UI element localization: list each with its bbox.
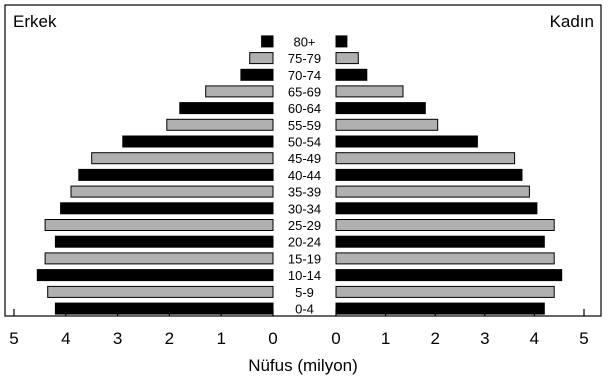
bar-left-10-14: [36, 269, 274, 282]
x-axis-ticks: 5 4 3 2 1 0 0 1 2 3 4 5: [9, 309, 589, 348]
bar-right-80+: [335, 35, 348, 48]
bar-right-70-74: [335, 68, 368, 81]
bar-right-30-34: [335, 202, 538, 215]
bar-left-0-4: [54, 302, 274, 315]
age-group-label: 40-44: [288, 168, 321, 183]
bar-left-40-44: [78, 168, 274, 181]
left-bars: [36, 35, 274, 315]
bar-left-80+: [261, 35, 274, 48]
x-tick-label: 4: [530, 329, 539, 348]
right-side-label: Kadın: [550, 12, 594, 31]
bar-right-50-54: [335, 135, 478, 148]
age-group-label: 20-24: [288, 235, 321, 250]
bar-right-60-64: [335, 102, 426, 115]
bar-right-55-59: [335, 118, 439, 131]
bar-left-30-34: [60, 202, 274, 215]
age-group-label: 75-79: [288, 51, 321, 66]
x-tick-label: 1: [381, 329, 390, 348]
bar-right-45-49: [335, 152, 516, 165]
bar-left-45-49: [91, 152, 274, 165]
x-tick-label: 2: [430, 329, 439, 348]
age-group-label: 25-29: [288, 218, 321, 233]
bar-right-75-79: [335, 52, 359, 65]
x-tick-label: 3: [113, 329, 122, 348]
bar-right-20-24: [335, 235, 545, 248]
x-tick-label: 5: [579, 329, 588, 348]
bar-left-15-19: [44, 252, 274, 265]
bar-left-75-79: [249, 52, 274, 65]
bar-left-5-9: [47, 285, 274, 298]
age-group-label: 55-59: [288, 118, 321, 133]
bar-right-15-19: [335, 252, 555, 265]
age-group-label: 35-39: [288, 185, 321, 200]
right-bars: [335, 35, 563, 315]
bar-left-35-39: [70, 185, 274, 198]
bar-right-10-14: [335, 269, 563, 282]
x-tick-label: 4: [61, 329, 70, 348]
x-tick-label: 0: [331, 329, 340, 348]
x-tick-label: 2: [165, 329, 174, 348]
age-group-label: 70-74: [288, 68, 321, 83]
bar-right-35-39: [335, 185, 530, 198]
age-group-label: 30-34: [288, 201, 321, 216]
age-group-label: 0-4: [295, 302, 314, 317]
bar-right-40-44: [335, 168, 523, 181]
bar-left-55-59: [166, 118, 274, 131]
bar-right-0-4: [335, 302, 545, 315]
bar-left-65-69: [205, 85, 274, 98]
x-tick-label: 1: [216, 329, 225, 348]
x-tick-label: 5: [9, 329, 18, 348]
bar-left-20-24: [54, 235, 274, 248]
left-side-label: Erkek: [13, 12, 57, 31]
age-group-label: 60-64: [288, 101, 321, 116]
x-tick-label: 0: [268, 329, 277, 348]
age-group-label: 5-9: [295, 285, 314, 300]
bar-left-50-54: [122, 135, 274, 148]
bar-right-65-69: [335, 85, 404, 98]
bar-left-25-29: [44, 219, 274, 231]
bar-left-70-74: [240, 68, 274, 81]
bar-left-60-64: [179, 102, 274, 115]
age-group-label: 45-49: [288, 151, 321, 166]
x-axis-title: Nüfus (milyon): [248, 356, 358, 375]
age-group-label: 10-14: [288, 268, 321, 283]
age-group-label: 80+: [293, 34, 315, 49]
bar-right-5-9: [335, 285, 555, 298]
age-group-label: 50-54: [288, 135, 321, 150]
age-group-label: 15-19: [288, 251, 321, 266]
bar-right-25-29: [335, 219, 555, 231]
x-tick-label: 3: [480, 329, 489, 348]
age-group-label: 65-69: [288, 84, 321, 99]
